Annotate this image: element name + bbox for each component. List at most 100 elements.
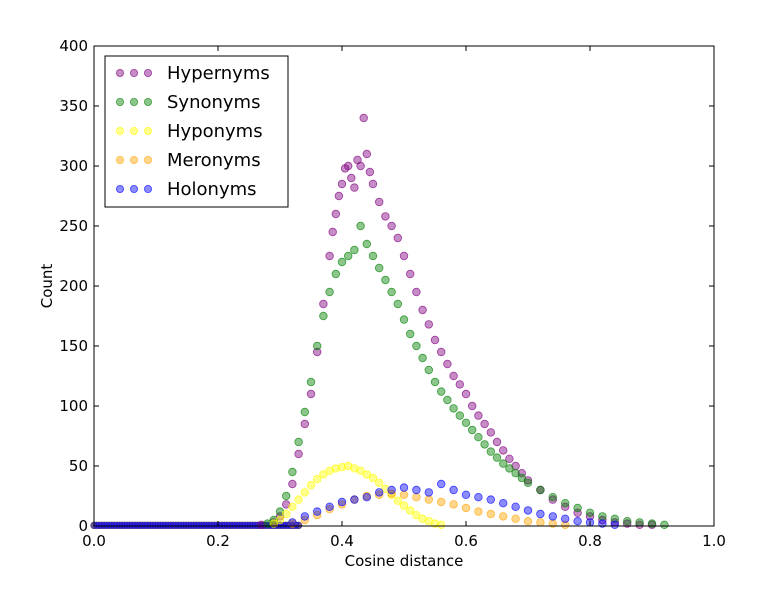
legend-marker xyxy=(116,127,125,136)
point-synonyms xyxy=(610,514,619,523)
point-meronyms xyxy=(561,520,570,529)
point-synonyms xyxy=(505,464,514,473)
baseline-point xyxy=(159,521,167,530)
point-hypernyms xyxy=(449,371,458,381)
point-synonyms xyxy=(573,503,582,513)
point-synonyms xyxy=(362,239,371,249)
legend-label: Hypernyms xyxy=(167,63,270,84)
point-hyponyms xyxy=(437,520,446,529)
point-hyponyms xyxy=(381,484,390,493)
point-hypernyms xyxy=(368,179,378,189)
point-holonyms xyxy=(499,499,508,508)
point-synonyms xyxy=(412,341,421,351)
point-hypernyms xyxy=(517,469,526,478)
baseline-point xyxy=(105,521,113,530)
point-meronyms xyxy=(337,500,347,509)
point-hypernyms xyxy=(300,419,309,429)
point-hypernyms xyxy=(430,335,440,345)
point-hyponyms xyxy=(424,517,433,526)
point-meronyms xyxy=(486,509,495,519)
point-hypernyms xyxy=(365,167,375,177)
y-tick-label: 300 xyxy=(59,157,88,175)
point-holonyms xyxy=(375,488,384,497)
point-hypernyms xyxy=(347,173,356,183)
point-holonyms xyxy=(536,509,545,519)
point-synonyms xyxy=(548,493,557,502)
point-hypernyms xyxy=(418,305,427,315)
point-synonyms xyxy=(399,315,409,324)
baseline-point xyxy=(241,521,249,530)
point-meronyms xyxy=(474,507,483,516)
point-hypernyms xyxy=(486,428,495,437)
baseline-point xyxy=(220,521,229,530)
point-synonyms xyxy=(381,275,390,285)
point-meronyms xyxy=(424,495,433,504)
y-axis-label: Count xyxy=(38,264,56,309)
baseline-point xyxy=(231,521,239,530)
point-holonyms xyxy=(548,512,557,521)
baseline-point xyxy=(100,521,108,530)
point-synonyms xyxy=(480,440,489,449)
legend-marker xyxy=(116,155,125,164)
point-hypernyms xyxy=(461,389,471,399)
baseline-point xyxy=(236,521,244,530)
baseline-point xyxy=(113,521,121,530)
point-synonyms xyxy=(344,251,353,261)
point-holonyms xyxy=(449,485,458,495)
point-synonyms xyxy=(517,473,526,483)
point-hypernyms xyxy=(350,183,359,192)
point-synonyms xyxy=(449,404,458,413)
y-tick-label: 50 xyxy=(69,457,88,475)
point-hypernyms xyxy=(325,251,334,261)
point-synonyms xyxy=(585,508,595,517)
point-hyponyms xyxy=(325,466,334,475)
point-hyponyms xyxy=(288,502,297,511)
point-hyponyms xyxy=(275,515,285,525)
point-hypernyms xyxy=(356,161,365,171)
point-holonyms xyxy=(399,483,409,492)
point-hypernyms xyxy=(387,221,396,231)
baseline-point xyxy=(205,521,213,530)
point-synonyms xyxy=(461,418,471,427)
point-hypernyms xyxy=(573,508,582,517)
baseline-point xyxy=(233,521,241,530)
y-tick-label: 150 xyxy=(59,337,88,355)
point-synonyms xyxy=(319,311,328,321)
x-tick-label: 0.8 xyxy=(578,532,602,550)
point-hypernyms xyxy=(337,179,347,189)
legend-marker xyxy=(116,98,125,107)
point-meronyms xyxy=(499,512,508,521)
baseline-point xyxy=(164,521,172,530)
legend-marker xyxy=(129,127,138,136)
point-hyponyms xyxy=(282,509,291,519)
baseline-point xyxy=(144,521,152,530)
point-hyponyms xyxy=(344,461,353,471)
point-hypernyms xyxy=(548,495,557,504)
point-holonyms xyxy=(523,506,533,515)
legend-marker xyxy=(129,98,138,107)
point-synonyms xyxy=(356,221,365,231)
baseline-point xyxy=(197,521,206,530)
point-synonyms xyxy=(275,507,285,516)
legend-label: Meronyms xyxy=(167,150,261,171)
point-synonyms xyxy=(306,377,316,387)
point-hypernyms xyxy=(635,520,644,529)
baseline-point xyxy=(228,521,236,530)
x-axis-label: Cosine distance xyxy=(345,552,464,570)
baseline-point xyxy=(146,521,154,530)
baseline-point xyxy=(192,521,200,530)
point-synonyms xyxy=(437,387,446,396)
baseline-point xyxy=(136,521,144,530)
legend-marker xyxy=(143,98,152,107)
point-synonyms xyxy=(455,411,464,420)
point-synonyms xyxy=(350,245,359,255)
baseline-point xyxy=(133,521,142,530)
point-synonyms xyxy=(368,251,378,261)
point-synonyms xyxy=(561,499,570,508)
point-hyponyms xyxy=(350,464,359,473)
point-hypernyms xyxy=(455,380,464,389)
point-holonyms xyxy=(337,497,347,507)
point-hypernyms xyxy=(499,446,508,455)
point-synonyms xyxy=(387,287,396,297)
baseline-point xyxy=(128,521,136,530)
